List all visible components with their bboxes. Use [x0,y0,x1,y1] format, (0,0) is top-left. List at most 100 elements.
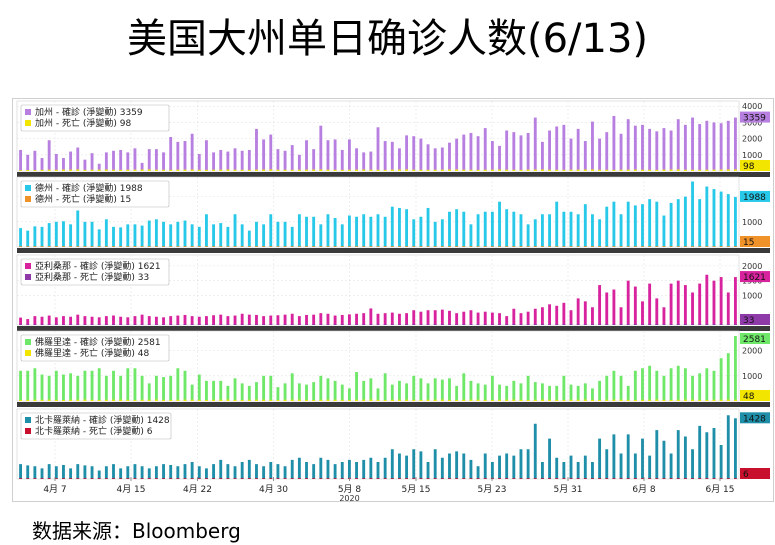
bar-cases [733,418,737,479]
legend-swatch [25,350,31,356]
bar-cases [212,464,216,479]
bar-deaths [147,169,151,171]
value-badge-deaths [740,236,770,247]
bar-cases [283,150,287,171]
bar-cases [733,196,737,247]
bar-deaths [319,399,323,401]
legend-box [20,104,170,132]
bar-deaths [283,399,287,401]
y-tick-label: 2000 [742,262,762,271]
bar-cases [662,307,666,325]
bar-cases [705,186,709,247]
bar-deaths [419,246,423,247]
bar-deaths [76,169,80,171]
bar-deaths [612,399,616,401]
bar-cases [405,209,409,247]
bar-deaths [605,399,609,401]
bar-deaths [62,169,65,171]
bar-deaths [90,246,94,247]
bar-cases [333,139,337,171]
bar-deaths [255,324,258,325]
bar-deaths [219,399,223,401]
bar-cases [183,464,187,479]
legend-label: 亞利桑那 - 死亡 (淨變動) 33 [35,271,149,283]
bar-deaths [269,399,273,401]
bar-deaths [469,169,473,171]
bar-cases [476,383,480,401]
bar-cases [469,459,473,479]
y-tick-label: 1000 [742,218,762,227]
bar-deaths [140,324,144,325]
bar-deaths [726,399,730,401]
bar-cases [712,189,716,247]
bar-deaths [383,478,387,479]
bar-deaths [54,478,58,479]
bar-deaths [440,478,444,479]
bar-cases [705,368,709,401]
bar-deaths [104,399,108,401]
bar-deaths [498,399,501,401]
bar-deaths [54,399,58,401]
bar-cases [197,374,201,401]
bar-deaths [591,324,594,325]
bar-cases [505,130,509,171]
bar-deaths [705,399,709,401]
bar-cases [40,158,44,171]
bar-cases [633,453,637,479]
bar-cases [433,221,437,247]
bar-deaths [719,478,723,479]
bar-deaths [626,246,630,247]
bar-cases [305,140,308,171]
bar-deaths [333,169,337,171]
bar-deaths [726,246,730,247]
bar-cases [440,147,444,171]
bar-deaths [390,478,394,479]
bar-cases [255,221,258,247]
value-badge-deaths [740,160,770,171]
bar-cases [169,137,173,171]
bar-deaths [519,478,523,479]
bar-cases [705,120,709,171]
bar-deaths [612,246,616,247]
bar-deaths [662,399,666,401]
bar-deaths [476,399,480,401]
bar-cases [548,130,551,171]
bar-cases [612,201,616,247]
bar-cases [355,462,358,479]
bar-deaths [469,478,473,479]
bar-cases [333,380,337,401]
bar-cases [333,464,337,479]
bar-deaths [455,246,459,247]
bar-deaths [405,324,409,325]
bar-deaths [176,324,180,325]
bar-cases [312,464,316,479]
bar-deaths [197,169,201,171]
bar-deaths [633,324,637,325]
value-badge-deaths-label: 33 [743,316,754,326]
bar-cases [76,375,80,401]
bar-deaths [669,399,673,401]
bar-deaths [526,169,530,171]
bar-deaths [76,399,80,401]
bar-cases [312,382,316,401]
bar-cases [505,385,509,401]
bar-cases [698,425,702,479]
bar-deaths [205,169,208,171]
bar-deaths [69,246,73,247]
bar-deaths [440,169,444,171]
bar-cases [312,314,316,325]
bar-cases [140,466,144,479]
bar-deaths [319,324,323,325]
bar-deaths [305,324,308,325]
panel-separator [17,402,770,407]
bar-deaths [147,324,151,325]
bar-deaths [369,478,373,479]
bar-deaths [633,246,637,247]
bar-deaths [433,399,437,401]
bar-cases [398,313,401,325]
bar-deaths [119,478,123,479]
bar-deaths [705,324,709,325]
bar-cases [448,211,451,247]
bar-deaths [605,478,609,479]
bar-deaths [333,246,337,247]
